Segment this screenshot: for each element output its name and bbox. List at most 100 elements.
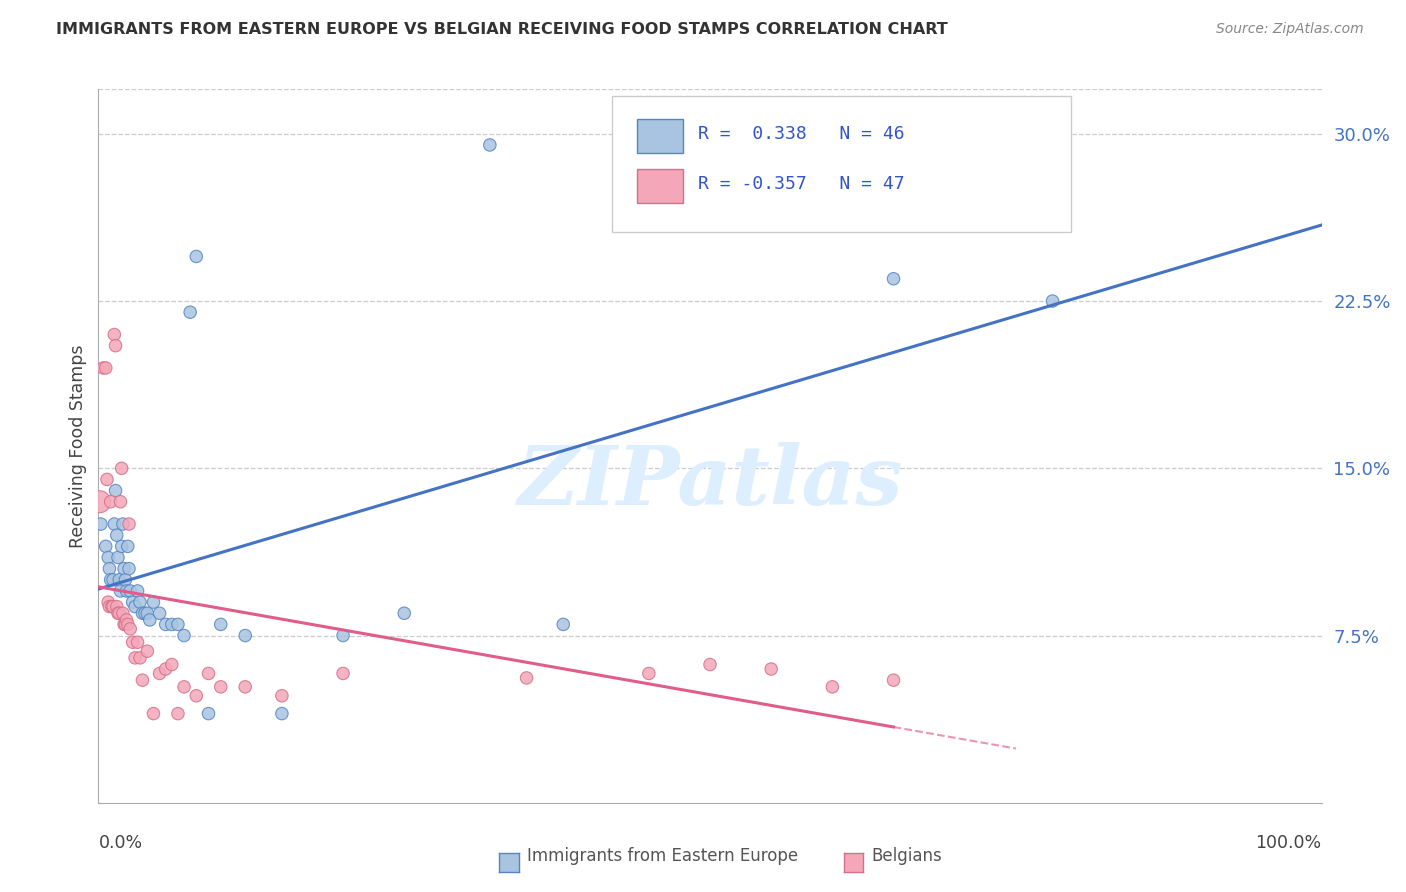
Text: R =  0.338   N = 46: R = 0.338 N = 46	[697, 125, 904, 143]
Point	[104, 483, 127, 498]
Point	[139, 613, 162, 627]
Point	[270, 689, 294, 703]
Point	[883, 673, 905, 687]
Y-axis label: Receiving Food Stamps: Receiving Food Stamps	[69, 344, 87, 548]
Point	[100, 573, 122, 587]
Point	[699, 657, 721, 672]
Point	[332, 628, 354, 642]
Point	[121, 595, 143, 609]
Point	[197, 666, 219, 681]
Point	[142, 706, 165, 721]
Point	[111, 539, 134, 553]
Point	[105, 599, 128, 614]
Text: Immigrants from Eastern Europe: Immigrants from Eastern Europe	[527, 847, 799, 865]
Point	[118, 517, 141, 532]
Point	[883, 271, 905, 285]
Point	[186, 249, 208, 264]
Point	[209, 617, 232, 632]
Point	[111, 607, 134, 621]
FancyBboxPatch shape	[612, 96, 1071, 232]
Point	[107, 550, 129, 565]
Point	[98, 562, 121, 576]
Point	[108, 607, 131, 621]
Point	[120, 583, 142, 598]
Point	[103, 327, 125, 342]
Point	[821, 680, 844, 694]
Point	[112, 562, 135, 576]
Point	[117, 539, 139, 553]
Point	[186, 689, 208, 703]
Point	[160, 657, 183, 672]
Point	[120, 622, 142, 636]
Point	[107, 607, 129, 621]
Point	[553, 617, 575, 632]
Point	[111, 517, 134, 532]
Point	[173, 628, 195, 642]
Point	[118, 562, 141, 576]
Point	[97, 550, 120, 565]
Point	[197, 706, 219, 721]
Text: Belgians: Belgians	[872, 847, 942, 865]
Point	[179, 305, 201, 319]
Point	[155, 662, 177, 676]
Point	[112, 617, 135, 632]
Point	[131, 607, 153, 621]
Point	[127, 635, 149, 649]
Point	[129, 651, 152, 665]
Point	[105, 528, 128, 542]
Point	[127, 583, 149, 598]
Point	[209, 680, 232, 694]
Point	[96, 473, 118, 487]
Point	[117, 617, 139, 632]
Point	[110, 583, 132, 598]
Point	[1042, 293, 1064, 308]
Point	[149, 666, 172, 681]
Point	[110, 494, 132, 508]
Point	[104, 338, 127, 352]
Point	[332, 666, 354, 681]
Text: 100.0%: 100.0%	[1256, 834, 1322, 852]
Point	[100, 494, 122, 508]
Point	[115, 613, 138, 627]
Point	[136, 607, 159, 621]
Point	[173, 680, 195, 694]
Point	[114, 573, 136, 587]
Text: IMMIGRANTS FROM EASTERN EUROPE VS BELGIAN RECEIVING FOOD STAMPS CORRELATION CHAR: IMMIGRANTS FROM EASTERN EUROPE VS BELGIA…	[56, 22, 948, 37]
Point	[101, 599, 124, 614]
Point	[98, 599, 121, 614]
Point	[233, 628, 256, 642]
Point	[136, 644, 159, 658]
Point	[111, 461, 134, 475]
Point	[124, 651, 146, 665]
Point	[97, 595, 120, 609]
Point	[638, 666, 661, 681]
Text: ZIPatlas: ZIPatlas	[517, 442, 903, 522]
Text: R = -0.357   N = 47: R = -0.357 N = 47	[697, 175, 904, 193]
Point	[167, 706, 190, 721]
Point	[115, 583, 138, 598]
Point	[94, 360, 117, 375]
Text: Source: ZipAtlas.com: Source: ZipAtlas.com	[1216, 22, 1364, 37]
Text: 0.0%: 0.0%	[98, 834, 142, 852]
FancyBboxPatch shape	[637, 169, 683, 203]
Point	[392, 607, 416, 621]
Point	[89, 494, 111, 508]
Point	[160, 617, 183, 632]
Point	[101, 573, 124, 587]
Point	[149, 607, 172, 621]
Point	[134, 607, 156, 621]
Point	[155, 617, 177, 632]
Point	[131, 673, 153, 687]
Point	[167, 617, 190, 632]
Point	[121, 635, 143, 649]
Point	[94, 539, 117, 553]
Point	[101, 599, 124, 614]
Point	[124, 599, 146, 614]
FancyBboxPatch shape	[637, 120, 683, 153]
Point	[108, 573, 131, 587]
Point	[515, 671, 537, 685]
Point	[91, 360, 114, 375]
Point	[761, 662, 783, 676]
Point	[142, 595, 165, 609]
Point	[114, 617, 136, 632]
